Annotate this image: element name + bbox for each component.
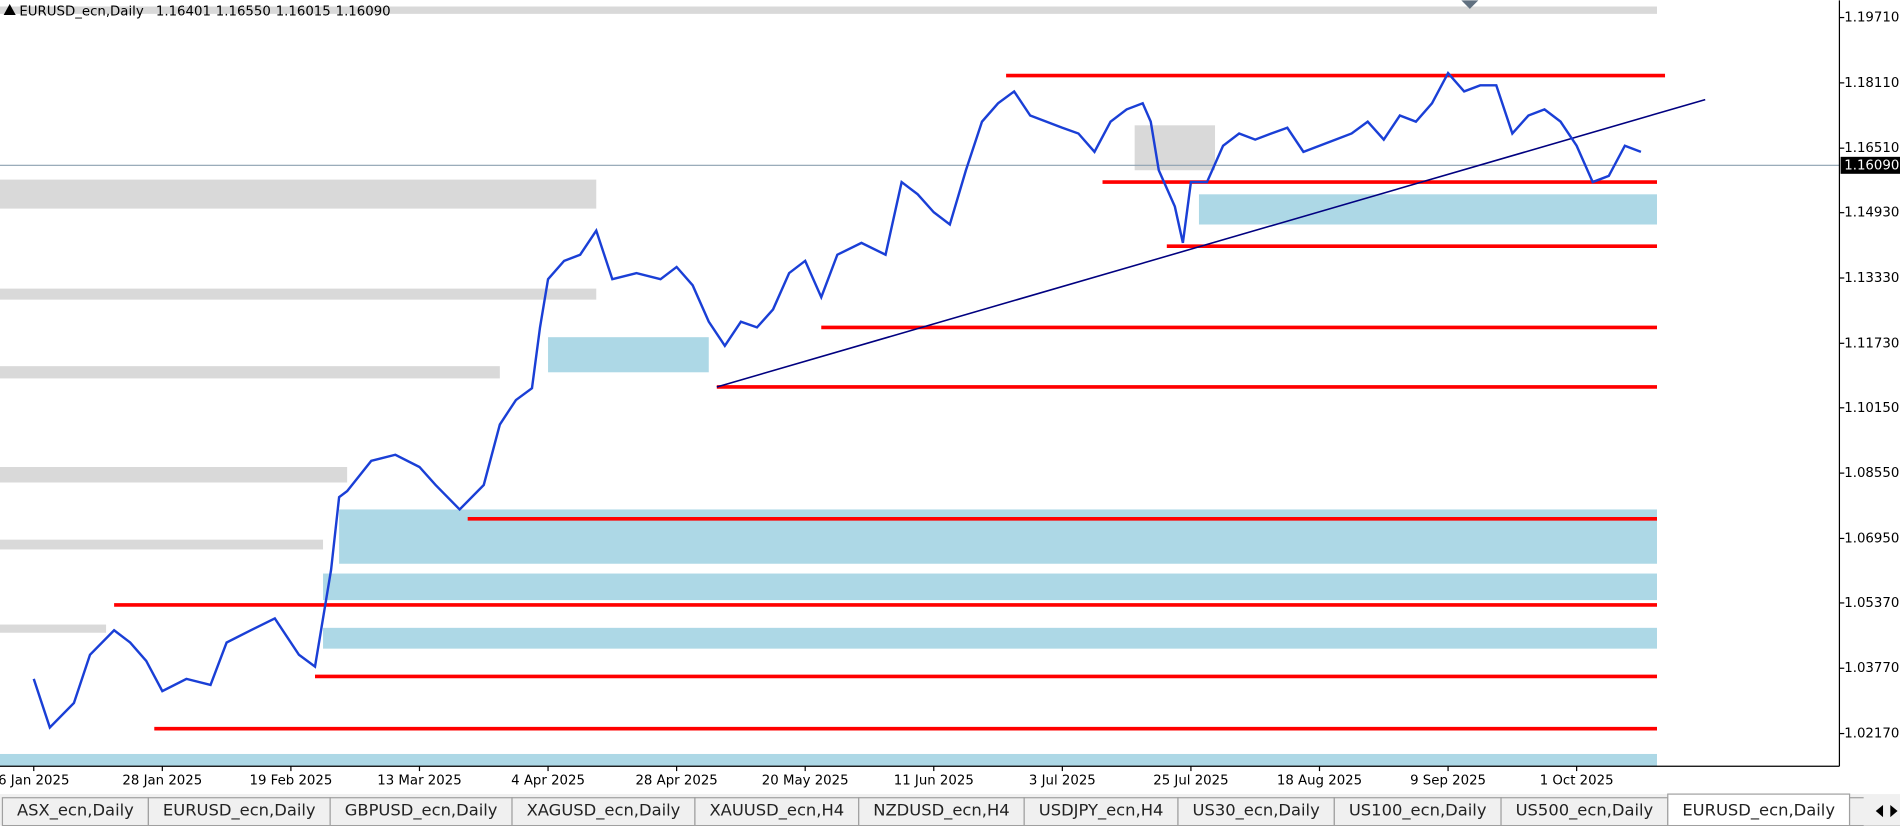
zone: [323, 627, 1657, 649]
tab-label[interactable]: EURUSD_ecn,Daily: [1682, 801, 1835, 821]
y-tick-label: 1.02170: [1844, 727, 1899, 742]
x-tick-label: 28 Jan 2025: [122, 774, 202, 789]
tabs: ASX_ecn,Daily EURUSD_ecn,Daily GBPUSD_ecn,…: [1, 793, 1900, 826]
x-tick-label: 9 Sep 2025: [1410, 774, 1486, 789]
y-tick-label: 1.18110: [1844, 76, 1899, 91]
tab-label[interactable]: US500_ecn,Daily: [1516, 801, 1654, 821]
header-value: 1.16015: [276, 4, 331, 19]
x-tick-label: 4 Apr 2025: [511, 774, 585, 789]
tab[interactable]: [1, 797, 149, 826]
tab-label[interactable]: ASX_ecn,Daily: [17, 801, 134, 821]
header-symbol: EURUSD_ecn,Daily: [19, 4, 143, 19]
tab-label[interactable]: NZDUSD_ecn,H4: [873, 801, 1009, 821]
zone: [0, 179, 597, 209]
y-tick-label: 1.11730: [1844, 336, 1899, 351]
y-tick-label: 1.13330: [1844, 271, 1899, 286]
y-tick-label: 1.10150: [1844, 401, 1899, 416]
tab-label[interactable]: GBPUSD_ecn,Daily: [345, 801, 498, 821]
zone: [0, 466, 348, 483]
tab[interactable]: [1667, 793, 1851, 826]
zone: [0, 753, 1657, 767]
tab[interactable]: [1177, 797, 1335, 826]
header-ohlc: 1.16401 1.16550 1.16015 1.16090: [156, 4, 391, 19]
zone: [323, 573, 1657, 601]
last-price-box: [1840, 156, 1900, 174]
y-tick-label: 1.08550: [1844, 466, 1899, 481]
tab[interactable]: [1333, 797, 1502, 826]
tab-label[interactable]: EURUSD_ecn,Daily: [163, 801, 316, 821]
zone: [1198, 194, 1657, 225]
zone: [1134, 125, 1216, 171]
y-tick-label: 1.16510: [1844, 141, 1899, 156]
x-tick-label: 20 May 2025: [762, 774, 849, 789]
tab-scroll-right[interactable]: [1890, 804, 1898, 818]
x-tick-label: 1 Oct 2025: [1540, 774, 1614, 789]
tab-label[interactable]: USDJPY_ecn,H4: [1039, 801, 1164, 821]
tab-scroll-left[interactable]: [1875, 804, 1884, 818]
toolbar-arrow[interactable]: [3, 4, 16, 15]
x-tick-label: 28 Apr 2025: [635, 774, 717, 789]
tab[interactable]: [1023, 797, 1179, 826]
tab-label[interactable]: US100_ecn,Daily: [1349, 801, 1487, 821]
zone: [0, 624, 107, 633]
x-tick-label: 19 Feb 2025: [249, 774, 332, 789]
zone: [0, 288, 597, 300]
header-value: 1.16550: [216, 4, 271, 19]
y-tick-label: 1.14930: [1844, 206, 1899, 221]
x-tick-label: 25 Jul 2025: [1153, 774, 1228, 789]
zone: [548, 337, 709, 373]
zone: [0, 539, 324, 550]
y-tick-label: 1.06950: [1844, 531, 1899, 546]
y-tick-label: 1.05370: [1844, 596, 1899, 611]
header-value: 1.16090: [336, 4, 391, 19]
tab[interactable]: [329, 797, 513, 826]
trend-line: [716, 98, 1706, 388]
price-line: [32, 70, 1642, 730]
zone: [0, 366, 500, 379]
shift-marker[interactable]: [1461, 0, 1479, 9]
x-tick-label: 3 Jul 2025: [1029, 774, 1096, 789]
plot-area: [0, 6, 1840, 767]
x-tick-label: 6 Jan 2025: [0, 774, 69, 789]
x-tick-label: 13 Mar 2025: [377, 774, 461, 789]
x-tick-label: 18 Aug 2025: [1277, 774, 1362, 789]
last-price-label: 1.16090: [1844, 158, 1899, 173]
tab-label[interactable]: US30_ecn,Daily: [1193, 801, 1321, 821]
x-tick-label: 11 Jun 2025: [894, 774, 974, 789]
header-value: 1.16401: [156, 4, 211, 19]
tab-label[interactable]: XAUUSD_ecn,H4: [709, 801, 844, 821]
y-tick-label: 1.19710: [1844, 11, 1899, 26]
tab-label[interactable]: XAGUSD_ecn,Daily: [527, 801, 681, 821]
y-tick-label: 1.03770: [1844, 661, 1899, 676]
zone: [0, 6, 1657, 14]
